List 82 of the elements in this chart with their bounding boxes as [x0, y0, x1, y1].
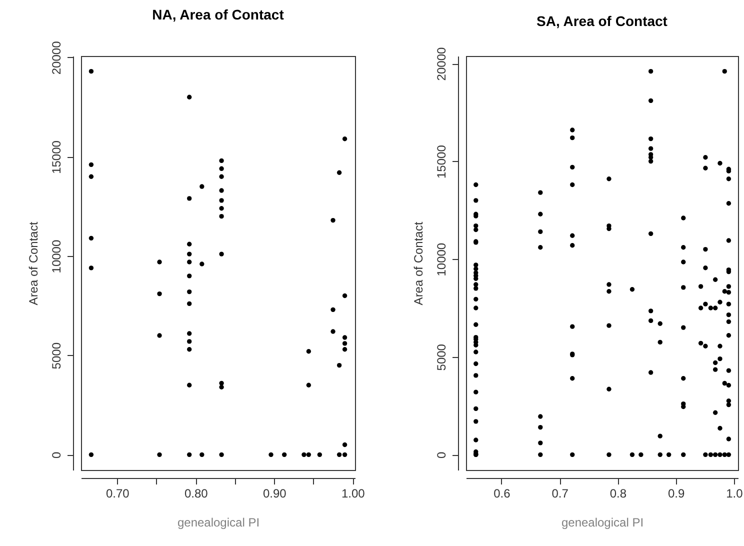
- chart-title: SA, Area of Contact: [536, 12, 668, 29]
- point: [187, 339, 192, 344]
- point: [336, 170, 342, 175]
- x-tick-label: 0.80: [184, 486, 208, 500]
- point: [187, 301, 192, 306]
- x-axis-title: genealogical PI: [177, 516, 260, 530]
- point: [157, 291, 162, 296]
- point: [282, 452, 287, 458]
- point: [187, 289, 192, 294]
- x-tick-label: 0.7: [552, 486, 569, 500]
- point: [187, 94, 192, 100]
- point: [219, 380, 224, 386]
- y-tick-label: 5000: [434, 344, 448, 371]
- point: [219, 188, 224, 193]
- point: [219, 384, 224, 390]
- point: [187, 260, 192, 264]
- x-tick-label: 0.70: [106, 486, 130, 500]
- y-tick-label: 10000: [50, 240, 64, 274]
- point: [200, 452, 204, 458]
- point: [187, 196, 192, 201]
- y-axis-title: Area of Contact: [412, 221, 426, 306]
- point: [306, 349, 312, 354]
- x-tick-label: 0.90: [262, 486, 287, 500]
- y-tick-label: 0: [434, 452, 448, 459]
- point: [219, 174, 224, 179]
- point: [88, 162, 94, 168]
- point: [342, 341, 348, 346]
- point: [219, 166, 224, 171]
- point: [187, 242, 192, 246]
- point: [88, 266, 94, 270]
- x-axis-title: genealogical PI: [561, 516, 644, 530]
- x-tick-label: 0.9: [668, 486, 685, 500]
- point: [306, 452, 312, 458]
- point: [200, 184, 204, 189]
- point: [88, 68, 94, 74]
- point: [219, 252, 224, 256]
- chart-title: NA, Area of Contact: [152, 6, 284, 23]
- y-tick-label: 15000: [434, 144, 448, 178]
- point: [187, 331, 192, 336]
- point: [219, 452, 224, 458]
- point: [157, 333, 162, 338]
- point: [330, 218, 336, 223]
- y-tick-label: 0: [50, 452, 64, 459]
- point: [342, 442, 348, 448]
- point: [187, 274, 192, 278]
- point: [306, 382, 312, 388]
- x-tick-label: 0.8: [610, 486, 627, 500]
- point: [187, 382, 192, 388]
- point: [219, 206, 224, 211]
- point: [219, 214, 224, 219]
- point: [88, 174, 94, 179]
- point: [336, 452, 342, 458]
- point: [88, 452, 94, 458]
- point: [342, 335, 348, 340]
- point: [317, 452, 322, 458]
- point: [268, 452, 274, 458]
- point: [342, 347, 348, 352]
- x-tick-label: 1.0: [726, 486, 744, 500]
- point: [187, 452, 192, 458]
- point: [336, 362, 342, 368]
- x-tick-label: 0.6: [494, 486, 511, 500]
- point: [302, 452, 306, 458]
- point: [342, 452, 348, 458]
- point: [88, 236, 94, 241]
- point: [219, 158, 224, 164]
- point: [157, 452, 162, 458]
- point: [157, 260, 162, 264]
- point: [219, 198, 224, 203]
- point: [342, 136, 348, 142]
- y-tick-label: 15000: [50, 140, 64, 174]
- y-tick-label: 10000: [434, 242, 448, 276]
- point: [187, 252, 192, 256]
- y-tick-label: 20000: [434, 47, 448, 81]
- y-axis-title: Area of Contact: [26, 221, 40, 306]
- point: [342, 293, 348, 298]
- y-tick-label: 5000: [50, 342, 64, 370]
- x-tick-label: 1.00: [341, 486, 366, 500]
- point: [330, 307, 336, 312]
- point: [187, 347, 192, 352]
- point: [200, 262, 204, 266]
- point: [330, 329, 336, 334]
- y-tick-label: 20000: [50, 40, 64, 75]
